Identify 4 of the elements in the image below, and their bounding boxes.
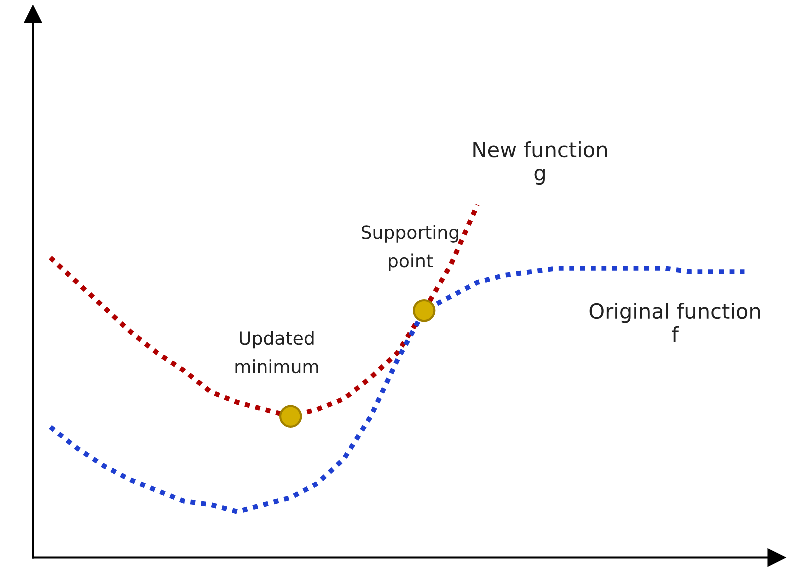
annotation: Supporting point — [362, 225, 458, 272]
series-label: New function g — [474, 142, 608, 186]
series-label: Original function f — [590, 303, 760, 342]
annotation: Updated minimum — [236, 331, 318, 374]
